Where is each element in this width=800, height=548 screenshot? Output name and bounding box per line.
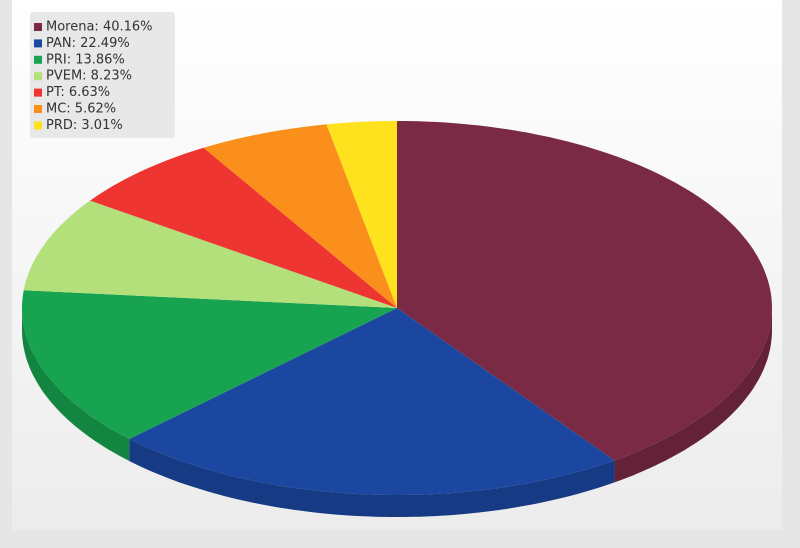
slice-side-shade [614, 308, 772, 483]
pie-slice [129, 308, 615, 495]
legend-swatch [34, 23, 42, 31]
legend-label: PAN: 22.49% [46, 36, 130, 51]
legend-swatch [34, 105, 42, 113]
legend-swatch [34, 121, 42, 130]
legend-box [30, 12, 175, 138]
pie-slice [203, 124, 397, 308]
slice-side [614, 308, 772, 483]
pie-sides [22, 308, 772, 517]
legend-swatch [34, 39, 42, 48]
legend-label: PVEM: 8.23% [46, 69, 132, 84]
legend: Morena: 40.16%PAN: 22.49%PRI: 13.86% PVEM… [34, 20, 153, 133]
pie-slice [22, 290, 397, 439]
legend-label: MC: 5.62% [46, 102, 116, 117]
legend-swatch [34, 72, 42, 81]
legend-label: PRD: 3.01% [46, 118, 123, 133]
pie-slice [326, 121, 397, 308]
pie-slice [397, 121, 772, 461]
legend-swatch [34, 55, 42, 64]
legend-label: PRI: 13.86% [46, 52, 125, 67]
pie-slice [90, 147, 397, 308]
legend-label: PT: 6.63% [46, 85, 110, 100]
slice-side [22, 308, 130, 461]
pie-slices [22, 121, 772, 495]
slice-side [129, 439, 615, 517]
legend-swatch [34, 88, 42, 97]
slice-side-shade [129, 439, 615, 517]
pie-slice [23, 200, 397, 308]
legend-label: Morena: 40.16% [46, 20, 153, 35]
slice-side-shade [22, 308, 130, 461]
